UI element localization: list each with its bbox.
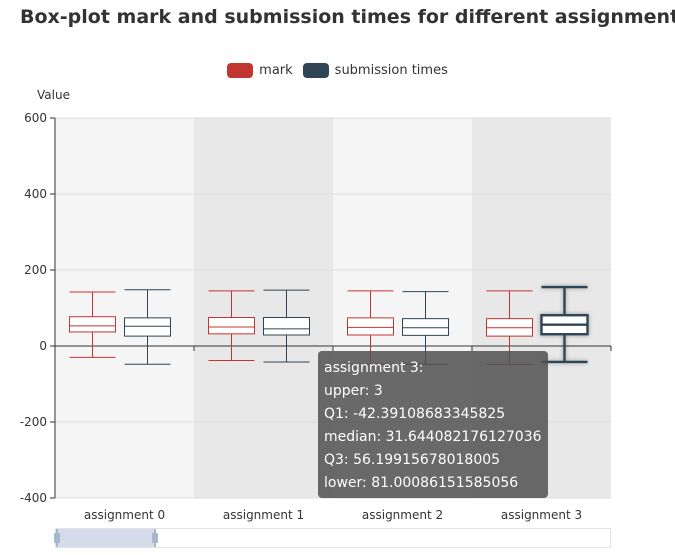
- y-tick-label: 400: [24, 187, 47, 201]
- box-mark-1[interactable]: [208, 290, 255, 361]
- y-tick-label: 0: [39, 339, 47, 353]
- x-tick-label: assignment 1: [223, 508, 304, 522]
- y-tick-label: -400: [20, 491, 47, 505]
- box-body: [69, 316, 116, 333]
- tooltip-line-median: median: 31.644082176127036: [324, 429, 542, 445]
- box-body: [124, 317, 171, 337]
- legend: mark submission times: [0, 63, 675, 78]
- x-tick-label: assignment 0: [84, 508, 165, 522]
- legend-swatch-submission-times: [302, 63, 329, 78]
- split-area-0: [55, 118, 194, 498]
- tooltip-line-upper: upper: 3: [324, 383, 383, 399]
- tooltip-line-q3: Q3: 56.19915678018005: [324, 452, 501, 468]
- y-tick-label: 600: [24, 111, 47, 125]
- y-axis-label: Value: [37, 88, 70, 102]
- datazoom-slider[interactable]: [54, 528, 611, 548]
- box-body: [402, 318, 449, 336]
- box-body: [263, 317, 310, 336]
- box-body: [208, 317, 255, 335]
- datazoom-handle-right[interactable]: [152, 533, 159, 543]
- box-mark-2[interactable]: [347, 290, 394, 365]
- y-tick-label: 200: [24, 263, 47, 277]
- chart-title: Box-plot mark and submission times for d…: [20, 6, 675, 28]
- legend-item-submission-times[interactable]: submission times: [302, 63, 448, 78]
- split-area-1: [194, 118, 333, 498]
- y-tick-label: -200: [20, 415, 47, 429]
- x-tick-label: assignment 3: [501, 508, 582, 522]
- box-mark-0[interactable]: [69, 291, 116, 358]
- tooltip-header: assignment 3:: [324, 360, 424, 376]
- box-body: [347, 317, 394, 336]
- box-submission-times-1[interactable]: [263, 289, 310, 363]
- legend-label-mark: mark: [259, 63, 293, 78]
- datazoom-handle-left[interactable]: [54, 533, 60, 543]
- box-submission-times-0[interactable]: [124, 289, 171, 365]
- datazoom-window[interactable]: [54, 529, 159, 547]
- x-tick-label: assignment 2: [362, 508, 443, 522]
- tooltip-line-lower: lower: 81.00086151585056: [324, 475, 519, 491]
- legend-label-submission-times: submission times: [334, 63, 448, 78]
- tooltip-line-q1: Q1: -42.39108683345825: [324, 406, 506, 422]
- legend-swatch-mark: [227, 63, 254, 78]
- tooltip: assignment 3: upper: 3 Q1: -42.391086833…: [318, 351, 548, 498]
- legend-item-mark[interactable]: mark: [227, 63, 293, 78]
- box-submission-times-3[interactable]: [540, 285, 589, 364]
